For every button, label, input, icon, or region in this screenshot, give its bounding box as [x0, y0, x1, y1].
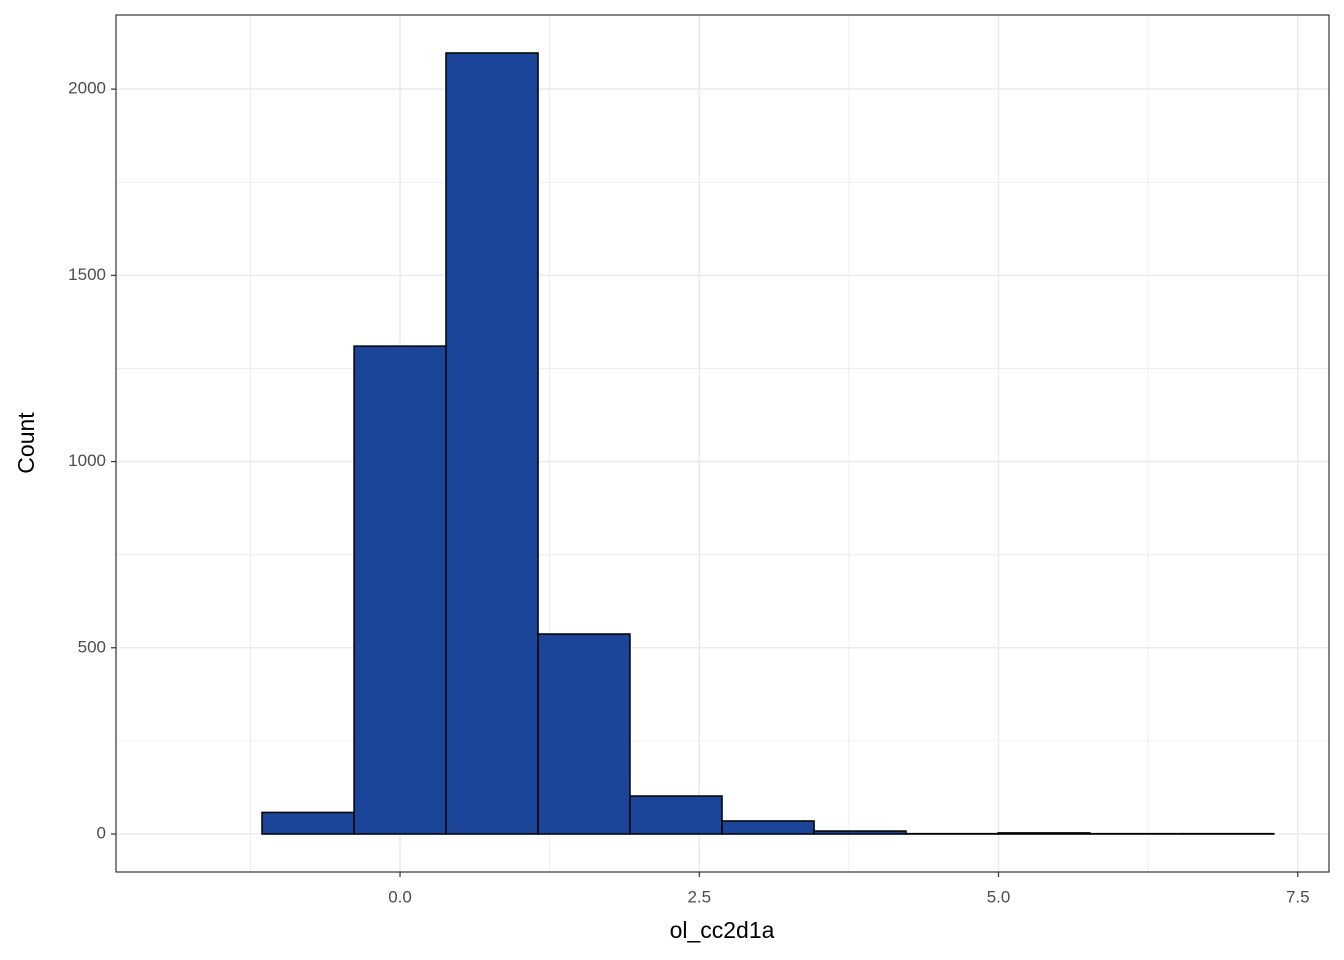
bar — [353, 345, 447, 835]
x-tick-label: 0.0 — [388, 887, 412, 906]
bar — [629, 795, 723, 835]
y-tick-label: 500 — [78, 637, 106, 656]
bar — [813, 830, 907, 835]
bar — [721, 820, 815, 835]
bars — [261, 52, 1275, 835]
x-tick-label: 7.5 — [1286, 887, 1310, 906]
y-tick-label: 2000 — [68, 79, 106, 98]
bar — [537, 633, 631, 835]
y-axis-title: Count — [13, 412, 39, 474]
x-tick-label: 2.5 — [687, 887, 711, 906]
x-axis-title: ol_cc2d1a — [670, 917, 775, 943]
x-tick-label: 5.0 — [987, 887, 1011, 906]
panel-border — [115, 14, 1330, 873]
bar — [997, 832, 1091, 835]
bar — [445, 52, 539, 835]
y-tick-label: 1500 — [68, 265, 106, 284]
y-tick-label: 1000 — [68, 451, 106, 470]
y-tick-label: 0 — [97, 823, 106, 842]
grid — [116, 15, 1329, 872]
bar — [261, 811, 355, 835]
